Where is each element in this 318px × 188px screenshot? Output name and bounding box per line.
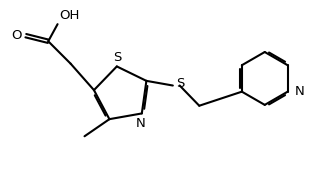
Text: N: N <box>135 117 145 130</box>
Text: N: N <box>294 85 304 98</box>
Text: S: S <box>113 51 121 64</box>
Text: O: O <box>12 29 22 42</box>
Text: OH: OH <box>59 9 80 22</box>
Text: S: S <box>176 77 185 90</box>
